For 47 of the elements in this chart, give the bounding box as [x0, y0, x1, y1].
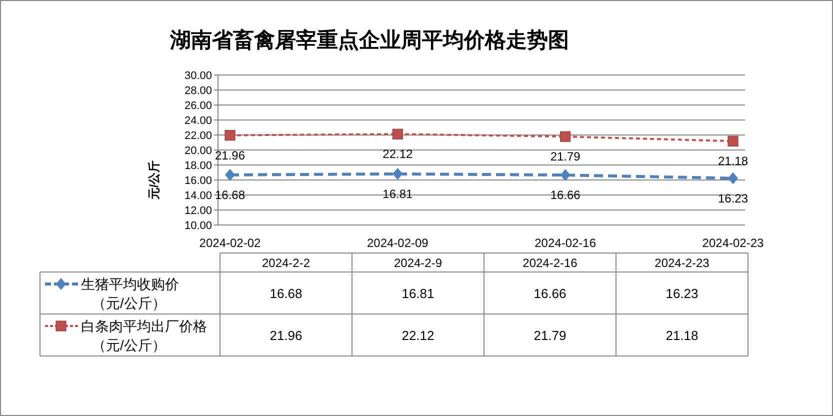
y-tick-label: 18.00 [184, 160, 212, 172]
text: 2024-2-2 [262, 256, 310, 270]
y-tick-label: 10.00 [184, 220, 212, 232]
point [225, 168, 235, 181]
text: 22.12 [402, 328, 434, 343]
text: 21.79 [534, 328, 566, 343]
y-tick-label: 28.00 [184, 85, 212, 97]
y-tick-label: 22.00 [184, 130, 212, 142]
text: 16.81 [402, 286, 434, 301]
y-tick-label: 24.00 [184, 115, 212, 127]
text: 21.96 [270, 328, 302, 343]
point [392, 128, 403, 140]
text: 2024-2-23 [654, 256, 710, 270]
y-tick-label: 20.00 [184, 145, 212, 157]
data-label: 22.12 [382, 147, 414, 162]
data-label: 16.68 [214, 188, 246, 202]
x-tick-label: 2024-02-16 [534, 236, 596, 250]
x-tick-label: 2024-02-23 [702, 236, 764, 250]
point [560, 169, 570, 182]
y-tick-label: 16.00 [184, 175, 212, 187]
point [560, 131, 571, 142]
text: 16.66 [534, 286, 566, 301]
data-label: 16.66 [550, 188, 581, 202]
point [728, 172, 738, 184]
data-label: 21.79 [550, 150, 581, 164]
y-tick-label: 30.00 [184, 70, 212, 82]
data-label: 16.23 [718, 191, 748, 206]
text: 2024-2-9 [394, 256, 442, 270]
x-tick-label: 2024-02-09 [366, 236, 429, 250]
x-tick-label: 2024-02-02 [199, 236, 262, 250]
point [728, 136, 738, 146]
legend-label: 白条肉平均出厂价格（元/公斤） [81, 318, 207, 353]
point [392, 168, 403, 180]
y-tick-label: 14.00 [184, 190, 212, 202]
y-tick-label: 12.00 [184, 205, 212, 217]
y-axis-title: 元/公斤 [147, 160, 161, 201]
text: 16.68 [270, 286, 302, 301]
data-label: 16.81 [382, 186, 414, 201]
text: 21.18 [666, 328, 698, 343]
legend-label: 生猪平均收购价（元/公斤） [81, 276, 179, 311]
text: 2024-2-16 [522, 256, 578, 270]
data-label: 21.96 [214, 148, 246, 162]
y-tick-label: 26.00 [184, 100, 212, 112]
point [224, 130, 236, 141]
chart-title: 湖南省畜禽屠宰重点企业周平均价格走势图 [169, 28, 569, 52]
data-label: 21.18 [718, 154, 748, 168]
text: 16.23 [666, 286, 698, 301]
